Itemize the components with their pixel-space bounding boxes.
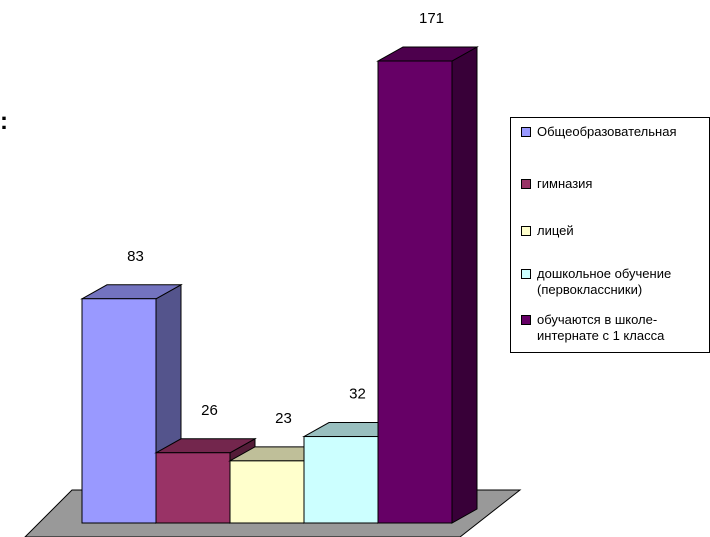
legend-label: гимназия: [537, 176, 593, 191]
legend-label: Общеобразовательная: [537, 124, 677, 139]
chart-legend: Общеобразовательная гимназия лицей дошко…: [510, 117, 710, 353]
bar-side: [451, 46, 478, 524]
legend-swatch: [521, 226, 531, 236]
bar: [229, 460, 305, 524]
bar: [155, 452, 231, 524]
data-label: 83: [127, 248, 144, 265]
data-label: 171: [419, 10, 444, 27]
legend-swatch: [521, 127, 531, 137]
legend-swatch: [521, 269, 531, 279]
legend-label: лицей: [537, 223, 574, 238]
legend-label: дошкольное обучение (первоклассники): [537, 266, 672, 297]
legend-swatch: [521, 179, 531, 189]
data-label: 32: [349, 386, 366, 403]
bar: [303, 436, 379, 524]
bar: [81, 298, 157, 524]
bar: [377, 60, 453, 524]
cropped-text-fragment: :: [0, 108, 8, 135]
legend-label: обучаются в школе-интернате с 1 класса: [537, 312, 665, 343]
legend-swatch: [521, 315, 531, 325]
data-label: 23: [275, 410, 292, 427]
data-label: 26: [201, 402, 218, 419]
